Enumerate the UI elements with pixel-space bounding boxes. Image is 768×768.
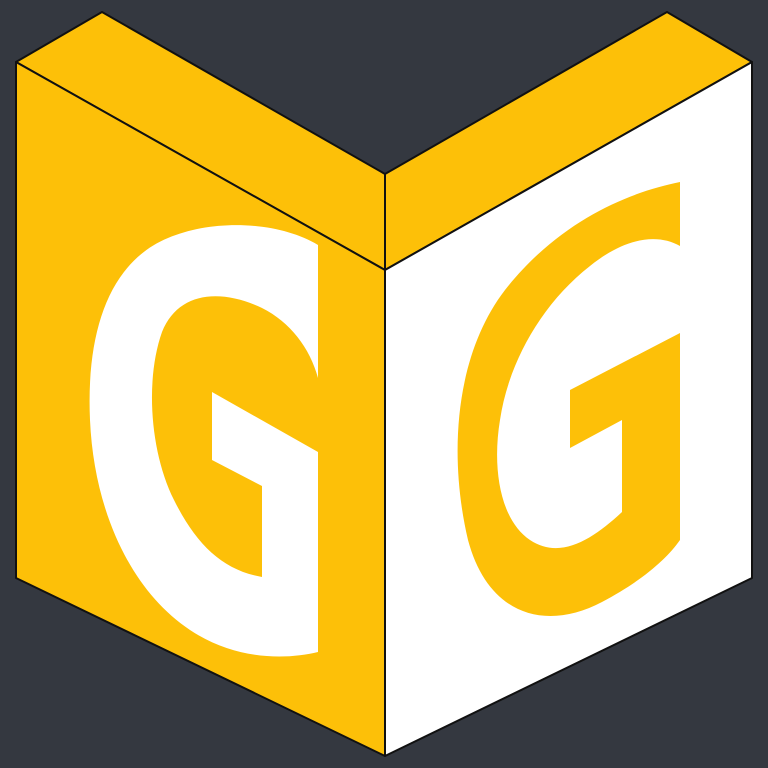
left-g-letter xyxy=(89,225,318,657)
right-g-letter xyxy=(457,182,680,617)
